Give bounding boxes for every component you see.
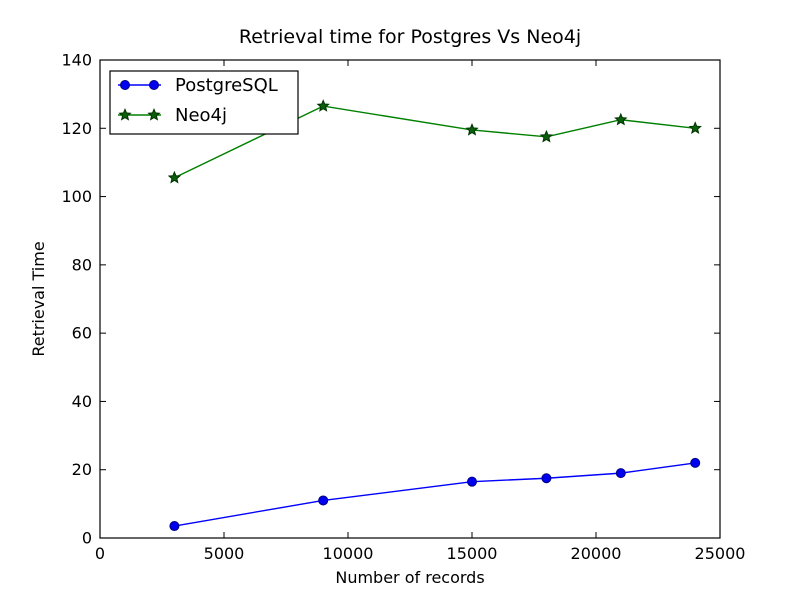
data-point-circle [169,521,180,532]
data-point-circle [541,473,552,484]
data-point-star [465,122,479,136]
legend-box [109,70,299,135]
x-ticks: 0 5000 10000 15000 20000 25000 [95,60,746,563]
x-tick-label: 25000 [695,544,746,563]
data-point-star [147,108,161,121]
series-group [167,99,702,532]
chart-title: Retrieval time for Postgres Vs Neo4j [239,26,581,48]
data-point-circle [120,80,130,90]
y-axis-label: Retrieval Time [29,241,48,356]
series-line-postgresql [174,462,696,527]
data-point-star [688,121,702,134]
x-tick-label: 10000 [323,544,374,563]
data-point-circle [318,495,329,506]
legend-label-postgresql: PostgreSQL [175,75,278,96]
x-tick-label: 15000 [447,544,498,563]
data-point-star [539,129,554,143]
x-axis-label: Number of records [335,568,484,587]
y-tick-label: 40 [72,392,92,411]
y-tick-label: 80 [72,255,92,274]
x-tick-label: 5000 [204,544,245,563]
legend: PostgreSQL Neo4j [109,70,299,135]
y-ticks: 0 20 40 60 80 100 120 140 [61,51,720,548]
data-point-circle [149,80,159,90]
legend-label-neo4j: Neo4j [175,105,227,126]
y-tick-label: 100 [61,187,92,206]
data-point-circle [615,468,626,479]
x-tick-label: 0 [95,544,105,563]
data-point-star [316,99,330,112]
data-point-circle [690,457,701,468]
plot-border [99,59,721,539]
data-point-star [118,108,132,121]
y-tick-label: 120 [61,119,92,138]
data-point-star [167,170,182,184]
data-point-star [614,112,628,126]
data-point-circle [467,476,477,487]
y-tick-label: 60 [72,324,92,343]
y-tick-label: 20 [72,460,92,479]
x-tick-label: 20000 [571,544,622,563]
y-tick-label: 0 [82,529,92,548]
y-tick-label: 140 [61,51,92,70]
